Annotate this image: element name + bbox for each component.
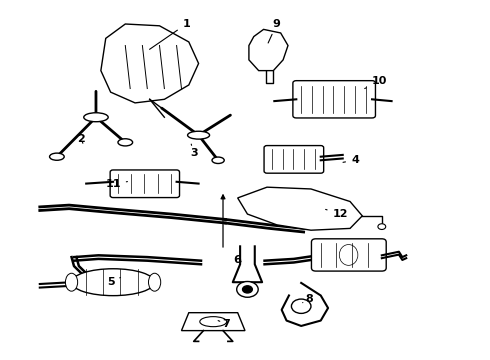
Circle shape — [378, 224, 386, 229]
Circle shape — [292, 299, 311, 314]
Polygon shape — [238, 187, 362, 230]
Ellipse shape — [72, 269, 155, 296]
FancyBboxPatch shape — [293, 81, 375, 118]
Ellipse shape — [188, 131, 210, 139]
Ellipse shape — [212, 157, 224, 163]
Polygon shape — [181, 313, 245, 330]
Ellipse shape — [200, 317, 227, 327]
Ellipse shape — [118, 139, 133, 146]
Text: 9: 9 — [268, 19, 281, 43]
Ellipse shape — [84, 113, 108, 122]
Ellipse shape — [66, 273, 77, 291]
Text: 5: 5 — [107, 277, 121, 287]
FancyBboxPatch shape — [110, 170, 179, 198]
Polygon shape — [101, 24, 198, 103]
Text: 2: 2 — [77, 134, 85, 144]
Text: 4: 4 — [343, 155, 359, 165]
Text: 12: 12 — [326, 209, 348, 219]
Text: 1: 1 — [149, 19, 190, 49]
Polygon shape — [249, 30, 288, 71]
Circle shape — [243, 286, 252, 293]
Ellipse shape — [49, 153, 64, 160]
FancyBboxPatch shape — [312, 239, 386, 271]
Ellipse shape — [339, 244, 358, 265]
Text: 8: 8 — [303, 294, 314, 304]
Text: 10: 10 — [365, 76, 387, 89]
Text: 7: 7 — [218, 319, 230, 329]
FancyBboxPatch shape — [264, 145, 324, 173]
Text: 6: 6 — [234, 255, 242, 265]
Ellipse shape — [148, 273, 161, 291]
Circle shape — [237, 282, 258, 297]
Text: 3: 3 — [190, 144, 197, 158]
Text: 11: 11 — [105, 179, 127, 189]
